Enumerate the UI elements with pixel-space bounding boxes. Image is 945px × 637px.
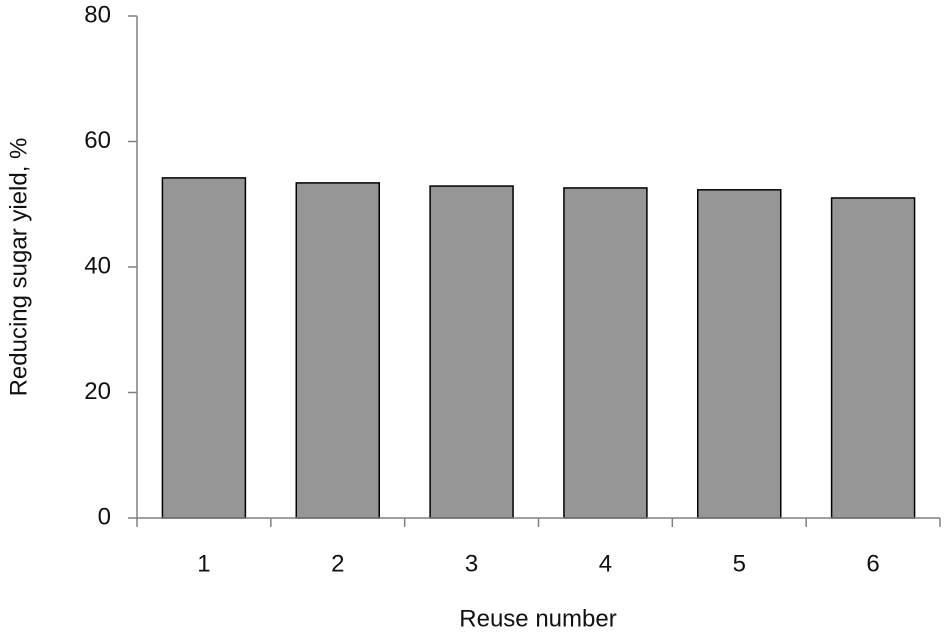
bar — [697, 189, 782, 519]
x-tick-label: 4 — [599, 550, 612, 577]
bar — [295, 182, 380, 519]
bar — [830, 197, 916, 519]
y-tick-label: 40 — [84, 252, 111, 279]
x-axis-title: Reuse number — [459, 605, 616, 632]
x-tick-label: 2 — [331, 550, 344, 577]
y-axis-title: Reducing sugar yield, % — [5, 138, 32, 397]
y-tick-label: 80 — [84, 1, 111, 28]
y-tick-label: 20 — [84, 378, 111, 405]
y-tick-label: 60 — [84, 127, 111, 154]
x-tick-label: 6 — [866, 550, 879, 577]
x-tick-label: 5 — [733, 550, 746, 577]
bar — [563, 187, 648, 519]
y-tick-label: 0 — [98, 503, 111, 530]
bar — [161, 177, 247, 519]
bar — [429, 185, 514, 519]
x-tick-label: 1 — [197, 550, 210, 577]
x-tick-label: 3 — [465, 550, 478, 577]
